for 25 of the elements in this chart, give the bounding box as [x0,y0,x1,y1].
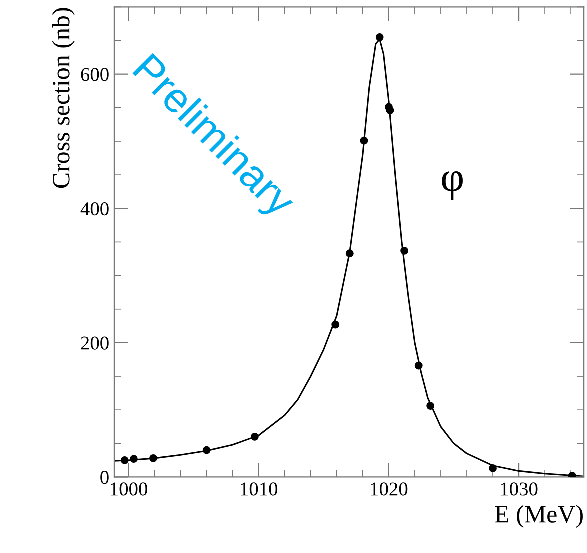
y-tick-label: 0 [100,471,109,484]
y-tick-label: 200 [81,336,109,350]
point [150,454,158,462]
x-tick-label: 1020 [371,482,408,496]
point [120,456,129,464]
point [400,246,408,255]
point [202,446,211,454]
point [130,455,138,464]
point [386,106,394,115]
point [251,432,259,441]
x-tick-label: 1010 [241,482,278,496]
x-axis-title: E (MeV) [495,505,583,528]
point [376,33,384,42]
point [346,250,354,258]
point [360,136,368,145]
point [426,402,435,410]
y-tick-label: 400 [80,202,109,216]
y-axis-title: Cross section (nb) [52,8,75,188]
y-tick-label: 600 [81,68,109,82]
point [489,464,497,472]
point [332,320,340,329]
annotation: φ [442,171,463,200]
point [414,362,423,370]
x-tick-label: 1000 [111,482,148,496]
x-tick-label: 1030 [501,482,538,496]
